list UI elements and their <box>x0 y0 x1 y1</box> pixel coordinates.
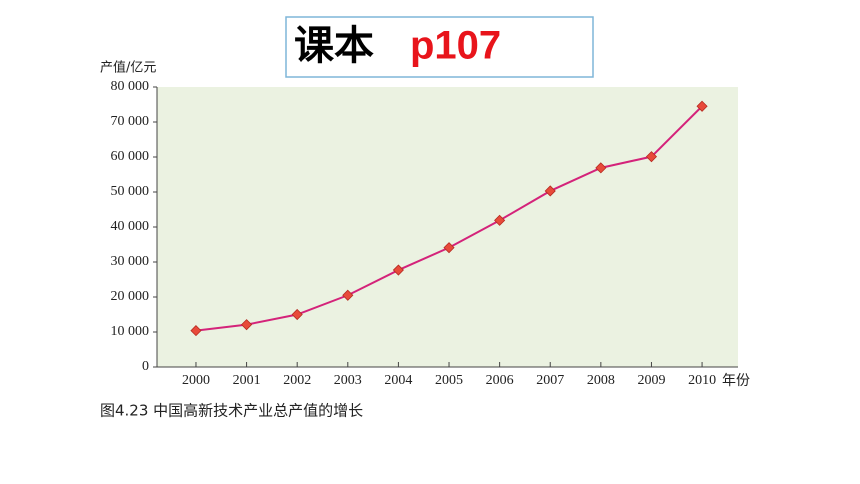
plot-area <box>157 87 738 367</box>
x-tick-label: 2010 <box>688 373 716 388</box>
x-tick-label: 2007 <box>536 373 564 388</box>
x-tick-label: 2003 <box>334 373 362 388</box>
data-point <box>443 242 455 254</box>
y-tick-label: 0 <box>142 359 149 374</box>
data-point <box>342 289 354 301</box>
data-point <box>544 185 556 197</box>
header-label: 课本 <box>294 23 374 69</box>
y-tick-label: 60 000 <box>111 149 150 164</box>
data-point <box>494 214 506 226</box>
caption: 图4.23 中国高新技术产业总产值的增长 <box>100 402 363 420</box>
x-tick-label: 2009 <box>637 373 665 388</box>
header-box <box>285 16 594 78</box>
data-point <box>595 162 607 174</box>
data-point <box>291 308 303 321</box>
y-tick-label: 80 000 <box>111 79 150 94</box>
header-code: p107 <box>410 24 501 68</box>
x-tick-label: 2001 <box>233 373 261 388</box>
x-tick-label: 2002 <box>283 373 311 388</box>
data-point <box>241 319 253 331</box>
y-tick-label: 20 000 <box>111 289 150 304</box>
data-point <box>696 100 708 112</box>
x-tick-label: 2004 <box>384 373 412 388</box>
data-point <box>190 325 202 337</box>
x-tick-label: 2000 <box>182 373 210 388</box>
y-tick-label: 70 000 <box>111 114 150 129</box>
data-point <box>645 151 658 163</box>
y-tick-label: 50 000 <box>111 184 150 199</box>
y-axis-label: 产值/亿元 <box>100 60 156 76</box>
y-tick-label: 30 000 <box>111 254 150 269</box>
y-tick-label: 40 000 <box>111 219 150 234</box>
data-point <box>392 264 404 276</box>
x-axis-label: 年份 <box>722 373 750 389</box>
y-tick-label: 10 000 <box>111 324 150 339</box>
x-tick-label: 2008 <box>587 373 615 388</box>
x-tick-label: 2006 <box>486 373 514 388</box>
x-tick-label: 2005 <box>435 373 463 388</box>
